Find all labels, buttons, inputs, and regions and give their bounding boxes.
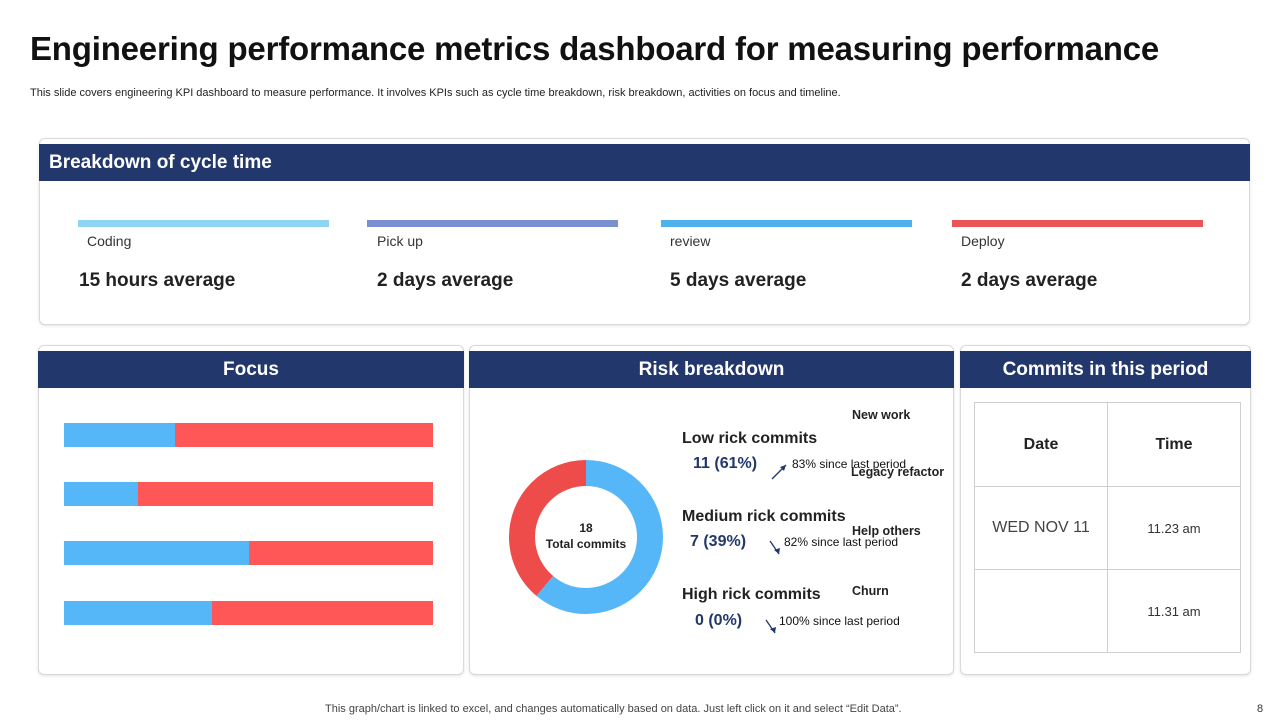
focus-bar-row <box>64 601 433 625</box>
trend-down-icon <box>765 619 776 634</box>
cycle-time-card: Breakdown of cycle time Coding 15 hours … <box>39 138 1250 325</box>
donut-slices <box>509 460 663 614</box>
focus-bar-blue <box>64 601 212 625</box>
risk-high-value: 0 (0%) <box>695 612 743 629</box>
cycle-stage-deploy: Deploy 2 days average <box>952 220 1203 291</box>
risk-high-since: 100% since last period <box>779 614 900 628</box>
donut-slice-medium-rick-commits <box>509 460 663 614</box>
trend-up-icon <box>771 464 787 480</box>
commits-heading: Commits in this period <box>960 351 1251 388</box>
table-header-row: Date Time <box>974 402 1241 487</box>
page-title: Engineering performance metrics dashboar… <box>30 30 1160 67</box>
focus-bar-row <box>64 482 433 506</box>
column-header-time: Time <box>1107 402 1241 487</box>
page-subtitle: This slide covers engineering KPI dashbo… <box>30 87 841 99</box>
focus-category-label: Churn <box>852 584 889 598</box>
focus-bar-blue <box>64 482 138 506</box>
cycle-stage-pickup: Pick up 2 days average <box>367 220 618 291</box>
risk-heading: Risk breakdown <box>469 351 954 388</box>
risk-low-title: Low rick commits <box>682 430 818 447</box>
donut-total: 18 <box>579 521 593 535</box>
stage-bar <box>78 220 329 227</box>
risk-low-value: 11 (61%) <box>693 455 758 472</box>
risk-medium-since: 82% since last period <box>784 535 899 549</box>
focus-bar-row <box>64 541 433 565</box>
page-number: 8 <box>1257 703 1264 715</box>
focus-heading: Focus <box>38 351 464 388</box>
focus-category-label: New work <box>852 408 911 422</box>
risk-low-since: 83% since last period <box>792 457 907 471</box>
focus-category-label: Legacy refactor <box>851 465 945 479</box>
stage-value: 2 days average <box>377 270 514 291</box>
cycle-stage-coding: Coding 15 hours average <box>78 220 329 291</box>
commits-table: Date Time WED NOV 11 11.23 am 11.31 am <box>974 402 1241 653</box>
commit-date: WED NOV 11 <box>974 486 1108 570</box>
cycle-time-heading: Breakdown of cycle time <box>39 144 1250 181</box>
commits-card: Commits in this period Date Time WED NOV… <box>960 345 1251 675</box>
footer-note: This graph/chart is linked to excel, and… <box>325 703 902 715</box>
focus-bar-red <box>137 482 433 506</box>
commit-time: 11.23 am <box>1107 486 1241 570</box>
stage-bar <box>661 220 912 227</box>
focus-bar-red <box>174 423 433 447</box>
focus-category-label: Help others <box>852 524 921 538</box>
focus-bar-row <box>64 423 433 447</box>
stage-value: 5 days average <box>670 270 807 291</box>
stage-value: 2 days average <box>961 270 1098 291</box>
trend-down-icon <box>769 540 780 555</box>
risk-medium-value: 7 (39%) <box>690 533 747 550</box>
table-row: 11.31 am <box>974 569 1241 653</box>
column-header-date: Date <box>974 402 1108 487</box>
table-row: WED NOV 11 11.23 am <box>974 486 1241 570</box>
stage-label: Coding <box>87 233 132 249</box>
stage-label: review <box>670 233 711 249</box>
stage-bar <box>367 220 618 227</box>
stage-value: 15 hours average <box>79 270 236 291</box>
focus-bar-red <box>211 601 433 625</box>
focus-bar-red <box>248 541 433 565</box>
stage-label: Pick up <box>377 233 423 249</box>
stage-bar <box>952 220 1203 227</box>
stage-label: Deploy <box>961 233 1005 249</box>
focus-bar-blue <box>64 423 175 447</box>
commit-time: 11.31 am <box>1107 569 1241 653</box>
donut-total-label: Total commits <box>546 537 627 551</box>
risk-medium-title: Medium rick commits <box>682 508 846 525</box>
cycle-stage-review: review 5 days average <box>661 220 912 291</box>
focus-bar-blue <box>64 541 249 565</box>
focus-card: Focus <box>38 345 464 675</box>
risk-donut-chart: 18 Total commits <box>509 460 663 614</box>
risk-breakdown-card: Risk breakdown 18 Total commits Low rick… <box>469 345 954 675</box>
commit-date <box>974 569 1108 653</box>
risk-high-title: High rick commits <box>682 586 821 603</box>
